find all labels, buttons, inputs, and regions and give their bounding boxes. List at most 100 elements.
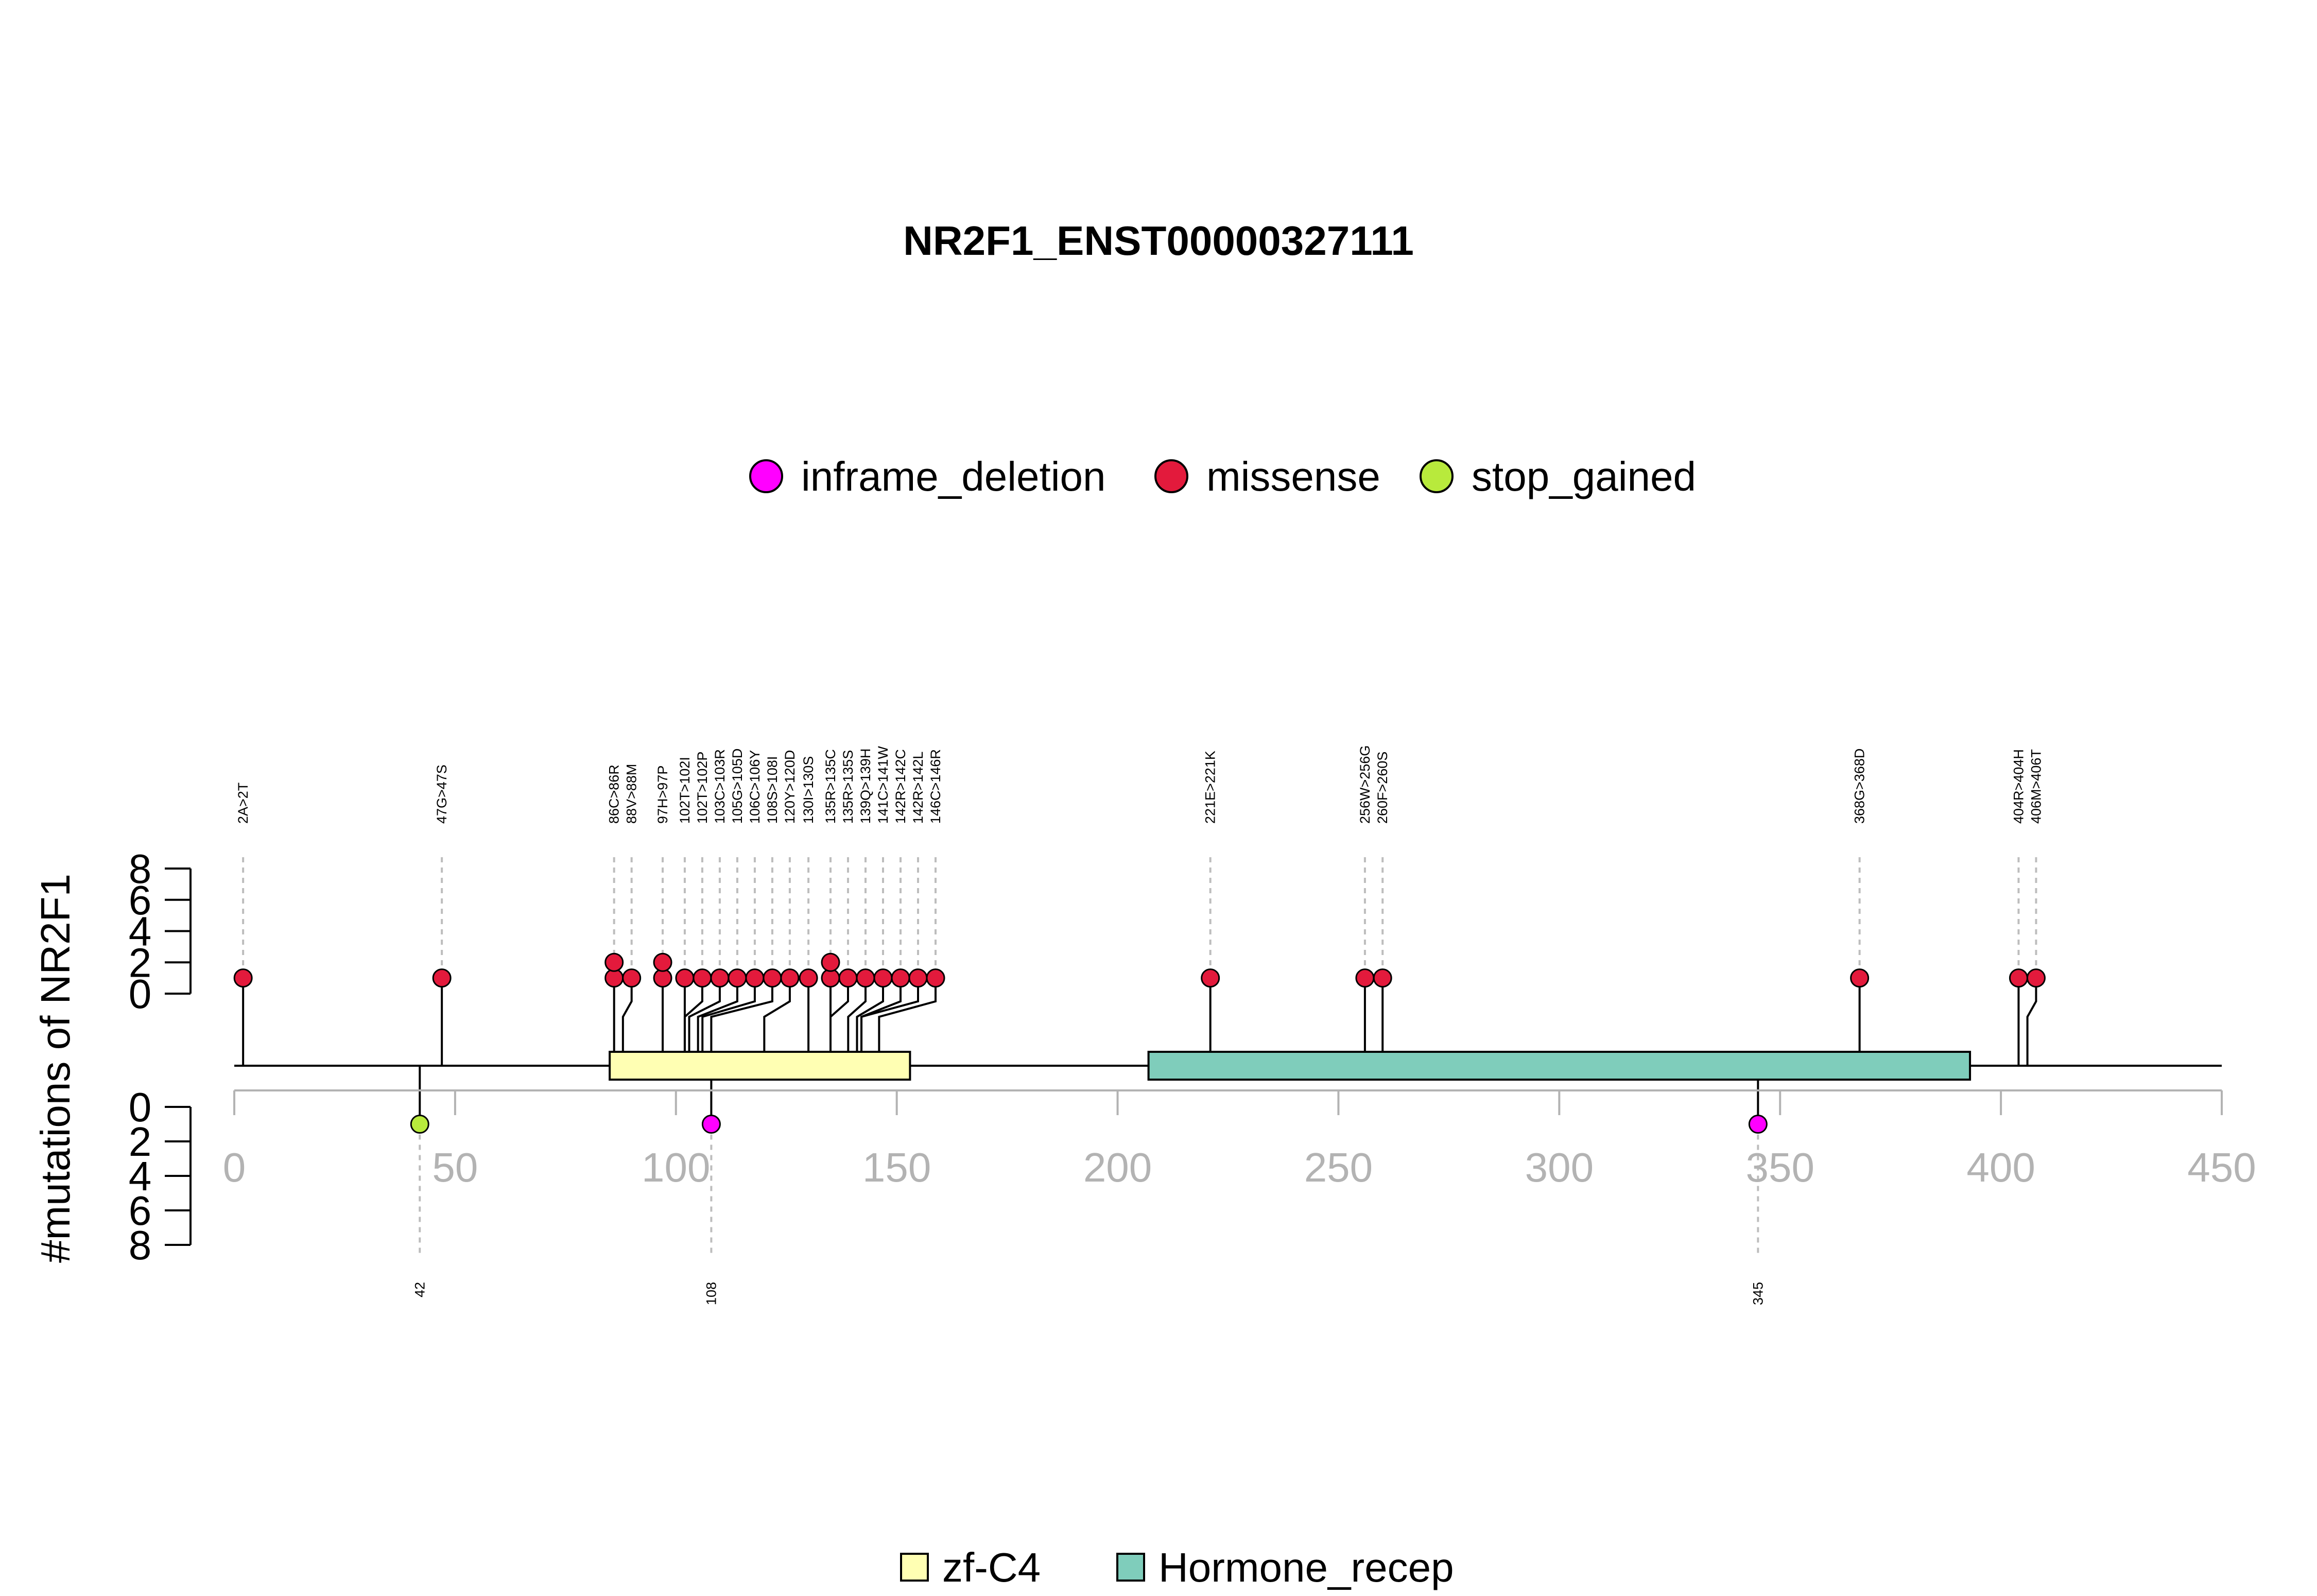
mutation-label: 106C>106Y [747,750,763,824]
lollipop-head-inframe_deletion [1748,1115,1768,1134]
x-tick-label: 450 [2187,1144,2256,1190]
mutation-label: 142R>142L [910,752,926,824]
mutation-label-lower: 42 [412,1282,427,1297]
mutation-label: 404R>404H [2011,749,2026,824]
protein-domains [609,1051,1972,1081]
stem [763,978,791,1066]
stem [847,978,867,1066]
stem [856,978,884,1066]
mutation-labels: 2A>2T 47G>47S 86C>86R 88V>88M 97H>97P 102T>10… [235,745,2044,1305]
lollipop-head-missense [1373,968,1392,988]
legend-label-Hormone_recep: Hormone_recep [1158,1545,1454,1590]
lollipop-head-stop_gained [410,1115,429,1134]
x-tick-label: 300 [1525,1144,1594,1190]
lollipop-heads [233,952,2046,1134]
mutation-label: 108S>108I [765,756,780,824]
lollipop-head-missense [622,968,642,988]
lollipop-head-missense [838,968,858,988]
lollipop-head-missense [763,968,782,988]
mutation-label: 139Q>139H [858,749,873,824]
mutation-label: 105G>105D [730,749,745,824]
x-tick-label: 350 [1745,1144,1814,1190]
lollipop-head-missense [693,968,712,988]
mutation-label: 130I>130S [801,756,816,824]
mutation-label-lower: 108 [703,1282,719,1305]
lollipop-head-missense [873,968,893,988]
x-tick-label: 50 [432,1144,478,1190]
lollipop-head-missense [2009,968,2028,988]
domain-Hormone_recep [1147,1051,1972,1081]
mutation-label: 135R>135C [823,749,838,824]
lollipop-head-missense [728,968,747,988]
mutation-label: 47G>47S [434,765,449,824]
stem [878,978,937,1066]
stem [701,978,756,1066]
legend-marker-stop_gained [1420,459,1454,493]
lollipop-head-missense [432,968,452,988]
lower-y-tick-label: 6 [129,1188,152,1234]
mutation-label: 102T>102P [695,752,710,824]
x-tick-label: 200 [1083,1144,1152,1190]
mutation-label: 102T>102I [677,757,693,824]
upper-y-tick-label: 0 [129,971,152,1017]
legend-label-zf-C4: zf-C4 [942,1545,1041,1590]
x-tick-label: 400 [1966,1144,2035,1190]
mutation-label: 141C>141W [875,746,891,824]
guide-lines [242,857,2037,1256]
lollipop-head-missense [675,968,695,988]
upper-y-tick-label: 4 [129,909,152,955]
lollipop-head-missense [710,968,730,988]
legend-label-missense: missense [1206,454,1380,499]
stem [688,978,721,1066]
stem [621,978,633,1066]
domain-legend: zf-C4 Hormone_recep [900,1545,1454,1590]
mutation-label: 2A>2T [235,783,251,824]
stem [2026,978,2037,1066]
lollipop-head-missense [821,952,840,972]
mutation-label: 260F>260S [1375,752,1390,824]
mutation-label: 120Y>120D [782,750,798,824]
mutation-label: 88V>88M [624,764,639,824]
lollipop-head-missense [1355,968,1375,988]
mutation-label-lower: 345 [1750,1282,1766,1305]
lower-y-tick-label: 0 [129,1084,152,1130]
lollipop-head-missense [604,952,624,972]
lollipop-head-missense [856,968,875,988]
legend-swatch-Hormone_recep [1116,1553,1145,1582]
stem [683,978,703,1066]
upper-y-tick-label: 8 [129,846,152,892]
legend-swatch-zf-C4 [900,1553,929,1582]
lollipop-head-missense [2026,968,2046,988]
stem [710,978,773,1066]
domain-zf-C4 [609,1051,911,1081]
legend-marker-inframe_deletion [749,459,783,493]
lollipop-head-missense [799,968,818,988]
x-tick-label: 250 [1304,1144,1373,1190]
lollipop-head-inframe_deletion [701,1115,721,1134]
lower-y-tick-label: 8 [129,1222,152,1268]
mutation-label: 142R>142C [893,749,908,824]
mutation-label: 256W>256G [1357,745,1373,824]
mutation-type-legend: inframe_deletion missense stop_gained [749,454,1696,499]
mutation-label: 135R>135S [840,750,856,824]
mutation-label: 368G>368D [1852,749,1868,824]
mutation-label: 146C>146R [928,749,943,824]
lollipop-head-missense [1850,968,1870,988]
lollipop-head-missense [891,968,910,988]
lollipop-head-missense [908,968,928,988]
upper-y-tick-label: 6 [129,877,152,923]
mutation-label: 97H>97P [655,766,670,824]
x-tick-label: 150 [862,1144,931,1190]
lollipop-head-missense [926,968,945,988]
legend-label-inframe_deletion: inframe_deletion [801,454,1105,499]
mutation-label: 86C>86R [607,765,622,824]
legend-marker-missense [1154,459,1188,493]
lollipop-stems [242,978,2037,1124]
mutation-label: 406M>406T [2028,749,2044,824]
lollipop-head-missense [745,968,765,988]
stem [697,978,738,1066]
x-tick-label: 100 [642,1144,710,1190]
